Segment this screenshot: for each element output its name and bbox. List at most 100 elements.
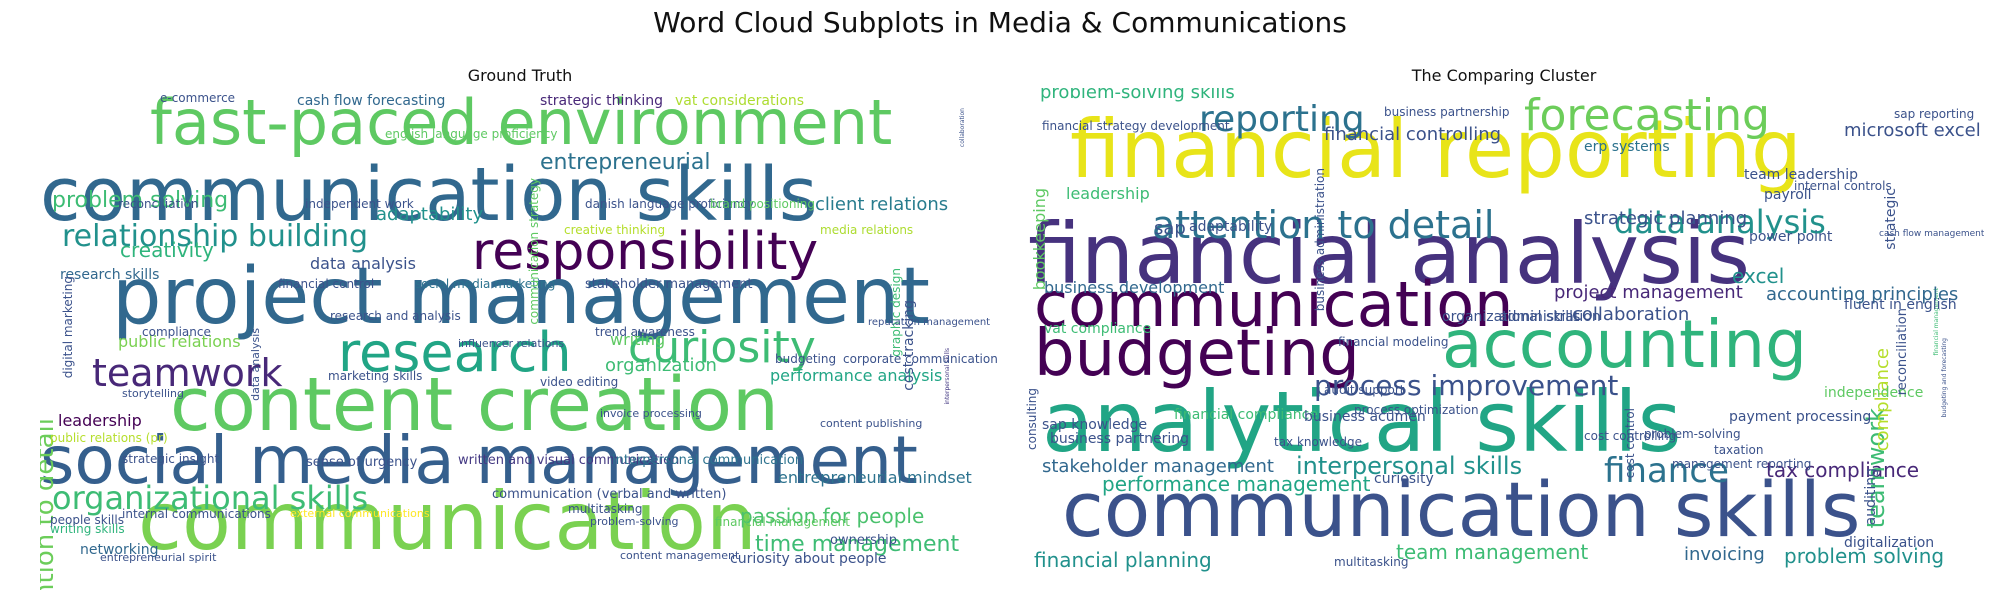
cloud-word: tax compliance [1766, 458, 1920, 482]
cloud-word: digitalization [1844, 535, 1935, 551]
cloud-word: trend awareness [595, 325, 695, 339]
cloud-word: multitasking [1334, 555, 1409, 569]
cloud-word: bookkeeping [1030, 188, 1049, 291]
cloud-word: time management [755, 532, 960, 557]
cloud-word: adaptability [1189, 219, 1273, 235]
cloud-word: reputation management [868, 317, 991, 328]
cloud-word: team leadership [1744, 167, 1859, 183]
cloud-word: forecasting [1524, 90, 1770, 141]
cloud-word: curiosity [1374, 471, 1434, 487]
panel-title-ground-truth: Ground Truth [467, 66, 573, 85]
cloud-word: consulting [1025, 388, 1039, 450]
cloud-word: stakeholder management [585, 277, 753, 292]
cloud-word: leadership [58, 411, 142, 430]
cloud-word: content creation [170, 362, 779, 448]
cloud-word: financial control [278, 277, 375, 291]
cloud-word: entrepreneurial spirit [100, 551, 217, 564]
cloud-word: vat considerations [675, 93, 805, 109]
cloud-word: business partnership [1384, 105, 1510, 119]
cloud-word: cost tracking [901, 300, 917, 391]
cloud-word: management reporting [1672, 457, 1812, 471]
cloud-word: teamwork [92, 351, 283, 395]
cloud-word: microsoft excel [1844, 120, 1981, 141]
cloud-word: marketing skills [328, 369, 423, 383]
cloud-word: cost controlling [1584, 429, 1677, 443]
cloud-word: reconciliation [1895, 308, 1910, 396]
cloud-word: english language proficiency [385, 127, 558, 141]
cloud-word: content management [620, 549, 740, 562]
cloud-word: taxation [1714, 443, 1764, 457]
cloud-word: internal communications [122, 507, 271, 521]
cloud-word: process improvement [1314, 369, 1619, 402]
cloud-word: sense of urgency [306, 455, 418, 470]
cloud-word: financial controlling [1324, 124, 1502, 145]
cloud-word: independence [1824, 385, 1924, 401]
cloud-word: communication [1034, 268, 1514, 341]
cloud-word: organizational skills [1442, 309, 1581, 325]
cloud-word: creative thinking [564, 223, 666, 237]
cloud-word: business administration [1313, 168, 1327, 312]
cloud-word: organization [605, 355, 717, 376]
cloud-word: payment processing [1729, 409, 1872, 425]
cloud-word: cost control [1623, 408, 1637, 479]
cloud-word: financial management [715, 515, 850, 529]
cloud-word: reporting [1199, 99, 1365, 140]
cloud-word: people skills [50, 513, 124, 527]
cloud-word: accounting principles [1766, 284, 1959, 305]
cloud-word: finance [1604, 451, 1729, 491]
cloud-word: video editing [540, 375, 619, 389]
cloud-word: content publishing [820, 417, 923, 430]
cloud-word: stakeholder management [1042, 456, 1274, 477]
cloud-word: financial analysis [1028, 205, 1750, 303]
cloud-word: project management [112, 252, 931, 342]
cloud-word: research skills [60, 267, 160, 283]
cloud-word: cash flow forecasting [297, 93, 446, 109]
cloud-word: external communications [290, 507, 430, 520]
cloud-word: power point [1749, 229, 1833, 245]
cloud-word: organizational skills [52, 479, 369, 517]
cloud-word: social media management [40, 422, 918, 499]
cloud-word: problem-solving skills [1040, 88, 1235, 103]
cloud-word: financial reporting [1070, 103, 1802, 196]
page-title: Word Cloud Subplots in Media & Communica… [653, 6, 1347, 39]
cloud-word: sap reporting [1894, 107, 1975, 121]
cloud-word: tax knowledge [1274, 435, 1363, 449]
cloud-word: budgeting and forecasting [1941, 338, 1948, 418]
cloud-word: communication skills [1062, 465, 1861, 554]
cloud-word: responsibility [472, 222, 819, 282]
cloud-word: independent work [305, 197, 414, 211]
cloud-word: client relations [815, 194, 949, 215]
cloud-word: media relations [820, 223, 914, 237]
cloud-word: problem solving [52, 188, 229, 213]
cloud-word: danish language proficiency [585, 197, 755, 211]
cloud-word: data analysis [249, 328, 262, 401]
cloud-word: invoicing [1684, 544, 1765, 565]
cloud-word: invoice processing [600, 407, 702, 420]
cloud-word: problem solving [1784, 544, 1945, 568]
cloud-word: administration [1499, 309, 1601, 325]
cloud-word: communication strategy [527, 178, 541, 325]
cloud-word: influencer relations [458, 337, 565, 350]
cloud-word: strategic planning [1584, 208, 1748, 229]
cloud-word: digital marketing [61, 276, 75, 379]
cloud-word: financial strategy development [1042, 119, 1230, 133]
cloud-word: brand positioning [710, 197, 816, 211]
cloud-word: communication skills [40, 152, 818, 238]
cloud-word: public relations [118, 332, 241, 351]
cloud-word: payroll [1764, 187, 1812, 203]
cloud-word: interpersonal skills [1296, 452, 1523, 480]
cloud-word: strategic insight [122, 452, 220, 466]
cloud-word: project management [1554, 282, 1743, 303]
cloud-word: financial planning [1034, 548, 1212, 572]
cloud-word: sap knowledge [1042, 417, 1148, 433]
cloud-word: storytelling [122, 387, 185, 400]
cloud-word: research and analysis [330, 309, 461, 323]
cloud-word: compliance [142, 325, 211, 339]
cloud-word: entrepreneurial [540, 150, 711, 175]
cloud-word: financial modeling [1338, 335, 1449, 349]
cloud-word: auditing [1863, 468, 1879, 526]
cloud-word: entrepreneurial mindset [778, 468, 972, 487]
cloud-word: e-commerce [160, 91, 236, 105]
cloud-word: relationship building [62, 219, 369, 254]
cloud-word: reconciliation [118, 197, 199, 211]
